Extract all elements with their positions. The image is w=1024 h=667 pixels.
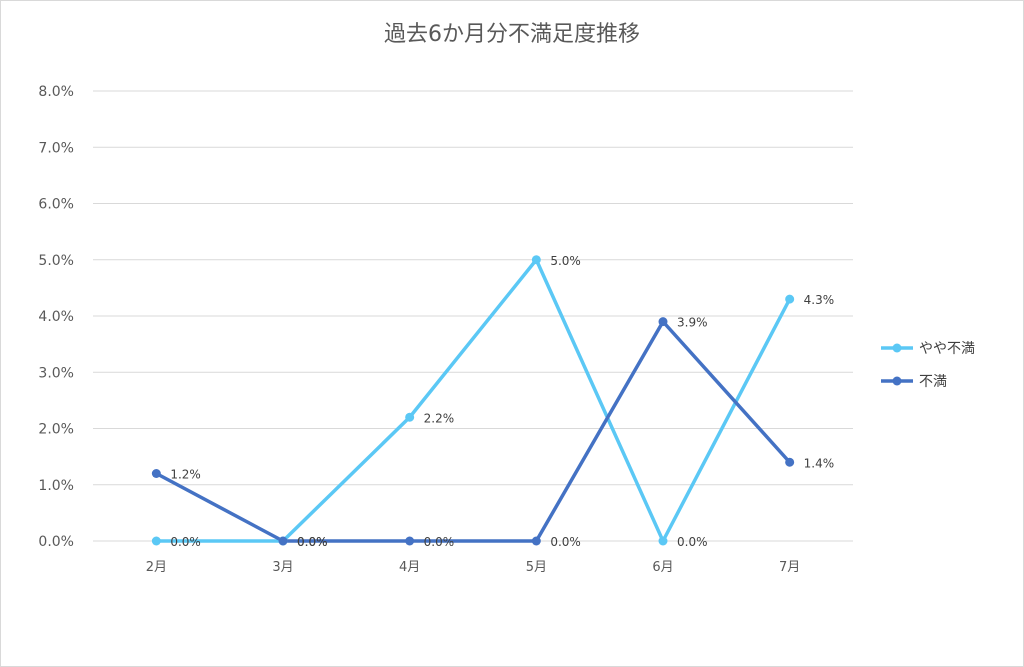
y-tick-label: 7.0% — [38, 140, 74, 156]
y-tick-label: 0.0% — [38, 534, 74, 550]
legend-marker — [892, 376, 902, 386]
legend-label: 不満 — [919, 374, 947, 390]
chart-title: 過去6か月分不満足度推移 — [384, 22, 640, 47]
data-point — [278, 536, 288, 546]
legend-label: やや不満 — [919, 341, 975, 357]
data-label: 1.4% — [804, 456, 835, 470]
data-label: 3.9% — [677, 316, 708, 330]
y-tick-label: 4.0% — [38, 309, 74, 325]
data-point — [531, 255, 541, 265]
data-label: 0.0% — [297, 535, 328, 549]
series-line-1 — [155, 319, 791, 543]
data-point — [405, 412, 415, 422]
y-axis-ticks: 0.0% 1.0% 2.0% 3.0% 4.0% 5.0% 6.0% 7.0% 8.0% — [38, 84, 74, 550]
x-tick-label: 7月 — [779, 560, 800, 575]
x-tick-label: 2月 — [146, 560, 167, 575]
x-axis-ticks: 2月 3月 4月 5月 6月 7月 — [146, 560, 801, 575]
series-line-0 — [156, 258, 792, 543]
series-lines — [151, 255, 795, 546]
y-tick-label: 2.0% — [38, 422, 74, 438]
data-label: 2.2% — [424, 411, 455, 425]
data-label: 0.0% — [424, 535, 455, 549]
data-label: 0.0% — [677, 535, 708, 549]
data-label: 1.2% — [170, 468, 201, 482]
data-label: 0.0% — [297, 535, 328, 549]
data-point — [785, 294, 795, 304]
x-tick-label: 4月 — [399, 560, 420, 575]
data-point — [151, 469, 161, 478]
y-tick-label: 5.0% — [38, 253, 74, 269]
data-point — [531, 536, 541, 546]
data-label: 0.0% — [170, 535, 201, 549]
gridlines — [93, 90, 853, 542]
y-tick-label: 3.0% — [38, 365, 74, 381]
legend-marker — [892, 343, 902, 353]
y-tick-label: 1.0% — [38, 478, 74, 494]
y-tick-label: 6.0% — [38, 197, 74, 213]
data-point — [658, 317, 668, 327]
data-labels: 0.0% 0.0%2.2%5.0%0.0%4.3%1.2%0.0% 0.0% 0.0%… — [170, 254, 834, 549]
x-tick-label: 5月 — [526, 560, 547, 575]
x-tick-label: 6月 — [652, 560, 673, 575]
y-tick-label: 8.0% — [38, 84, 74, 100]
x-tick-label: 3月 — [272, 560, 293, 575]
data-label: 5.0% — [550, 254, 581, 268]
data-point — [405, 536, 415, 546]
data-label: 0.0% — [550, 535, 581, 549]
data-point — [658, 536, 668, 546]
data-label: 4.3% — [804, 293, 835, 307]
data-point — [785, 457, 795, 467]
data-point — [151, 536, 161, 546]
